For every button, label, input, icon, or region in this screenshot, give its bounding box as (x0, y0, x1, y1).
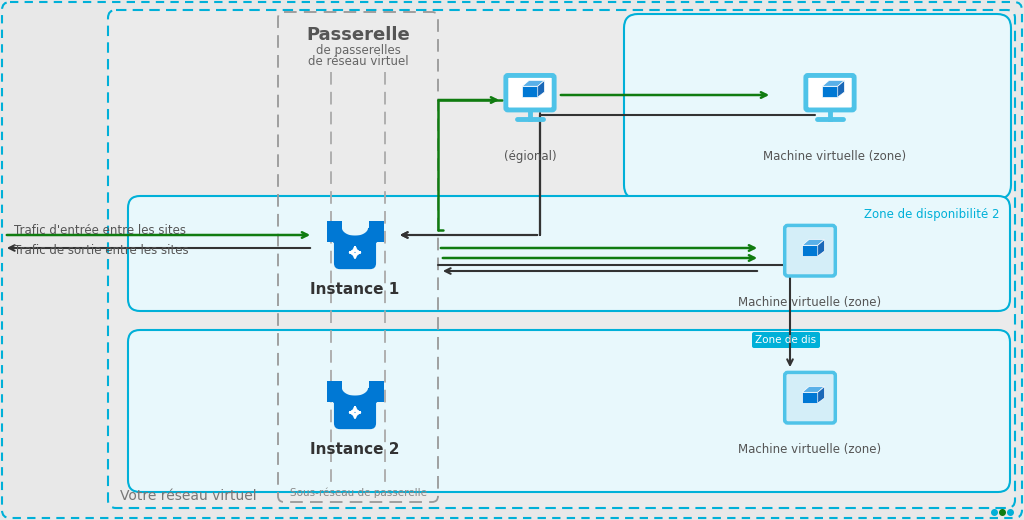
Polygon shape (822, 81, 845, 86)
FancyBboxPatch shape (506, 75, 554, 110)
Polygon shape (522, 86, 538, 97)
Polygon shape (818, 386, 824, 403)
Polygon shape (818, 240, 824, 256)
Text: Instance 1: Instance 1 (310, 282, 399, 297)
FancyBboxPatch shape (752, 332, 820, 348)
FancyBboxPatch shape (334, 396, 376, 429)
Polygon shape (538, 81, 545, 97)
Text: de réseau virtuel: de réseau virtuel (307, 55, 409, 68)
Polygon shape (838, 81, 845, 97)
FancyBboxPatch shape (784, 225, 836, 276)
Text: de passerelles: de passerelles (315, 44, 400, 57)
Text: Machine virtuelle (zone): Machine virtuelle (zone) (738, 443, 882, 456)
Text: Machine virtuelle (zone): Machine virtuelle (zone) (738, 296, 882, 309)
FancyBboxPatch shape (806, 75, 854, 110)
Text: Zone de dis: Zone de dis (756, 335, 816, 345)
Text: Trafic de sortie entre les sites: Trafic de sortie entre les sites (14, 243, 188, 256)
Text: Sous-réseau de passerelle: Sous-réseau de passerelle (290, 488, 427, 498)
Polygon shape (802, 240, 824, 245)
FancyBboxPatch shape (334, 236, 376, 269)
FancyBboxPatch shape (624, 14, 1011, 199)
Polygon shape (802, 386, 824, 392)
Text: Instance 2: Instance 2 (310, 442, 399, 457)
Text: Passerelle: Passerelle (306, 26, 410, 44)
Polygon shape (802, 392, 818, 403)
FancyBboxPatch shape (784, 372, 836, 423)
Polygon shape (802, 245, 818, 256)
FancyBboxPatch shape (128, 196, 1010, 311)
FancyBboxPatch shape (108, 10, 1015, 508)
Text: (égional): (égional) (504, 150, 556, 163)
Polygon shape (522, 81, 545, 86)
FancyBboxPatch shape (128, 330, 1010, 492)
Text: Votre réseau virtuel: Votre réseau virtuel (120, 489, 257, 503)
Text: Machine virtuelle (zone): Machine virtuelle (zone) (764, 150, 906, 163)
Text: Trafic d'entrée entre les sites: Trafic d'entrée entre les sites (14, 224, 186, 237)
Text: Zone de disponibilité 2: Zone de disponibilité 2 (864, 208, 1000, 221)
Polygon shape (822, 86, 838, 97)
